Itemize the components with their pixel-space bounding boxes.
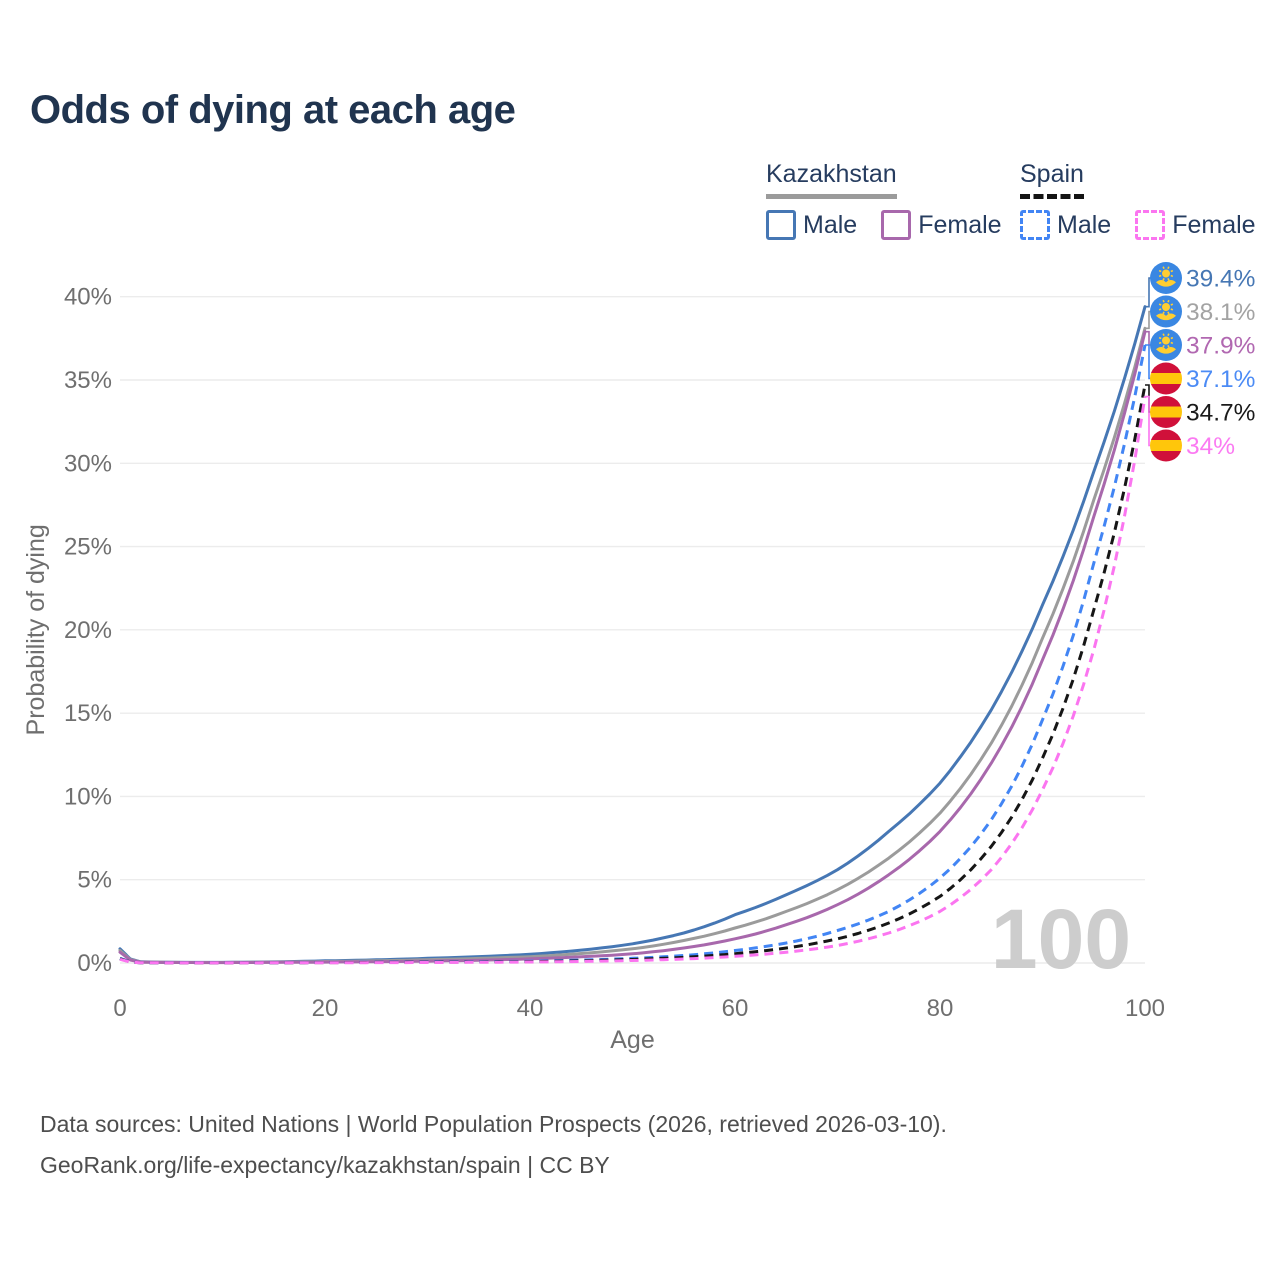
y-axis-tick-label: 35% <box>64 367 112 394</box>
x-axis-tick-label: 20 <box>312 995 339 1022</box>
x-axis-tick-label: 60 <box>722 995 749 1022</box>
legend-group-spain: Spain Male Female <box>1020 160 1256 240</box>
legend-header-spain[interactable]: Spain <box>1020 160 1084 199</box>
series-end-label-spain-female: 34% <box>1186 433 1235 460</box>
series-end-label-spain-male: 37.1% <box>1186 366 1255 393</box>
series-line-kazakhstan-both[interactable] <box>118 326 1147 964</box>
legend-row-kazakhstan: Male Female <box>766 210 1002 240</box>
legend-row-spain: Male Female <box>1020 210 1256 240</box>
spain-flag-icon <box>1150 429 1182 462</box>
label-connector <box>1145 395 1152 447</box>
y-axis-tick-label: 0% <box>77 950 112 977</box>
y-axis-tick-label: 40% <box>64 284 112 311</box>
series-end-label-kazakhstan-female: 37.9% <box>1186 333 1255 360</box>
legend-item-label: Female <box>918 210 1002 239</box>
y-axis-tick-label: 20% <box>64 617 112 644</box>
y-axis-tick-label: 30% <box>64 450 112 477</box>
legend-item-label: Male <box>1057 210 1112 239</box>
page-title: Odds of dying at each age <box>30 88 516 132</box>
x-axis-title: Age <box>610 1026 654 1054</box>
x-axis-tick-label: 100 <box>1125 995 1165 1022</box>
kazakhstan-flag-icon <box>1150 329 1182 361</box>
legend-item-kazakhstan-female[interactable]: Female <box>881 210 1002 240</box>
age-watermark: 100 <box>991 892 1131 986</box>
y-axis-tick-label: 10% <box>64 783 112 810</box>
legend-group-kazakhstan: Kazakhstan Male Female <box>766 160 1002 240</box>
legend-item-spain-female[interactable]: Female <box>1135 210 1256 240</box>
series-line-kazakhstan-female[interactable] <box>118 330 1147 965</box>
y-axis-tick-label: 25% <box>64 534 112 561</box>
x-axis-tick-label: 40 <box>517 995 544 1022</box>
series-line-spain-both[interactable] <box>119 384 1147 965</box>
spain-flag-icon <box>1150 396 1182 428</box>
kazakhstan-male-swatch-icon <box>766 210 796 240</box>
legend-item-spain-male[interactable]: Male <box>1020 210 1111 240</box>
legend-item-label: Male <box>803 210 858 239</box>
legend-header-kazakhstan[interactable]: Kazakhstan <box>766 160 897 199</box>
series-end-label-spain-both: 34.7% <box>1186 400 1255 427</box>
y-axis-tick-label: 5% <box>77 867 112 894</box>
spain-male-swatch-icon <box>1020 210 1050 240</box>
x-axis-tick-label: 80 <box>927 995 954 1022</box>
x-axis-tick-label: 0 <box>113 995 126 1022</box>
spain-female-swatch-icon <box>1135 210 1166 240</box>
legend-item-kazakhstan-male[interactable]: Male <box>766 210 857 240</box>
y-axis-title: Probability of dying <box>22 524 50 735</box>
series-end-label-kazakhstan-both: 38.1% <box>1186 299 1255 326</box>
series-line-spain-female[interactable] <box>119 396 1147 965</box>
spain-flag-icon <box>1150 362 1182 395</box>
kazakhstan-flag-icon <box>1150 262 1182 294</box>
kazakhstan-female-swatch-icon <box>881 210 912 240</box>
series-end-label-kazakhstan-male: 39.4% <box>1186 266 1255 293</box>
y-axis-tick-label: 15% <box>64 700 112 727</box>
series-line-kazakhstan-male[interactable] <box>118 305 1147 964</box>
legend-item-label: Female <box>1172 210 1256 239</box>
attribution-text: GeoRank.org/life-expectancy/kazakhstan/s… <box>40 1152 610 1178</box>
kazakhstan-flag-icon <box>1150 295 1182 328</box>
chart-footer: Data sources: United Nations | World Pop… <box>40 1104 947 1186</box>
data-sources-text: Data sources: United Nations | World Pop… <box>40 1111 947 1137</box>
